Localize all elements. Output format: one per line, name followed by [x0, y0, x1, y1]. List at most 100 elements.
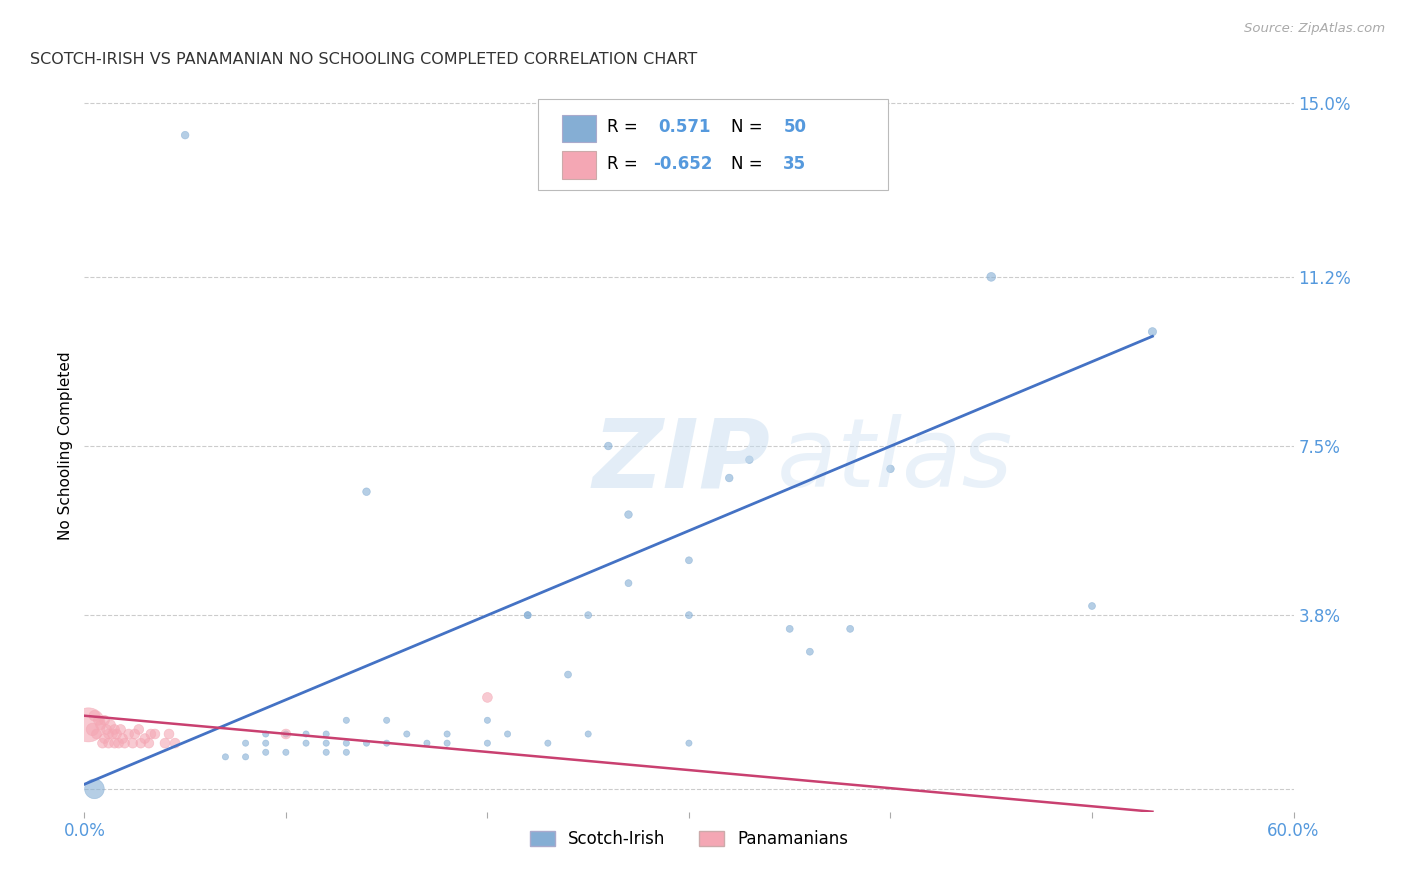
Point — [77, 718, 100, 732]
Point — [335, 714, 357, 728]
Point — [678, 608, 700, 623]
Point — [254, 736, 277, 750]
Point — [86, 727, 108, 741]
Point — [557, 667, 579, 681]
Point — [718, 471, 741, 485]
Point — [82, 723, 104, 737]
FancyBboxPatch shape — [562, 115, 596, 143]
Point — [436, 727, 458, 741]
Point — [96, 723, 118, 737]
Text: 0.571: 0.571 — [659, 119, 711, 136]
FancyBboxPatch shape — [538, 99, 889, 190]
Text: Source: ZipAtlas.com: Source: ZipAtlas.com — [1244, 22, 1385, 36]
Point — [100, 718, 122, 732]
Point — [107, 736, 129, 750]
Point — [110, 723, 132, 737]
Point — [254, 745, 277, 759]
Point — [235, 736, 257, 750]
Point — [104, 723, 127, 737]
Point — [436, 736, 458, 750]
Point — [395, 727, 418, 741]
Point — [779, 622, 801, 636]
Point — [93, 731, 115, 746]
Point — [128, 723, 150, 737]
Point — [516, 608, 538, 623]
Text: SCOTCH-IRISH VS PANAMANIAN NO SCHOOLING COMPLETED CORRELATION CHART: SCOTCH-IRISH VS PANAMANIAN NO SCHOOLING … — [30, 52, 697, 67]
Point — [416, 736, 439, 750]
Point — [97, 736, 120, 750]
Point — [89, 718, 111, 732]
Text: R =: R = — [607, 119, 637, 136]
Point — [274, 727, 297, 741]
Text: ZIP: ZIP — [592, 414, 770, 508]
Text: N =: N = — [731, 155, 763, 173]
Point — [105, 727, 128, 741]
FancyBboxPatch shape — [562, 152, 596, 179]
Point — [87, 714, 110, 728]
Point — [101, 727, 124, 741]
Point — [143, 727, 166, 741]
Point — [356, 484, 378, 499]
Point — [576, 608, 599, 623]
Text: N =: N = — [731, 119, 763, 136]
Point — [799, 645, 821, 659]
Point — [235, 749, 257, 764]
Point — [839, 622, 862, 636]
Point — [83, 708, 105, 723]
Point — [335, 736, 357, 750]
Point — [295, 727, 318, 741]
Point — [91, 736, 114, 750]
Point — [375, 736, 398, 750]
Point — [121, 736, 143, 750]
Point — [356, 736, 378, 750]
Point — [738, 452, 761, 467]
Point — [335, 745, 357, 759]
Point — [678, 736, 700, 750]
Point — [496, 727, 519, 741]
Point — [980, 269, 1002, 284]
Point — [678, 553, 700, 567]
Text: atlas: atlas — [592, 414, 1012, 508]
Point — [157, 727, 180, 741]
Point — [315, 736, 337, 750]
Text: 50: 50 — [783, 119, 806, 136]
Point — [111, 731, 134, 746]
Point — [477, 736, 499, 750]
Text: -0.652: -0.652 — [652, 155, 711, 173]
Point — [214, 749, 236, 764]
Text: 35: 35 — [783, 155, 807, 173]
Point — [134, 731, 156, 746]
Point — [598, 439, 620, 453]
Point — [153, 736, 176, 750]
Legend: Scotch-Irish, Panamanians: Scotch-Irish, Panamanians — [523, 823, 855, 855]
Point — [129, 736, 152, 750]
Point — [254, 727, 277, 741]
Point — [315, 727, 337, 741]
Point — [617, 576, 640, 591]
Point — [114, 736, 136, 750]
Point — [477, 690, 499, 705]
Point — [165, 736, 187, 750]
Point — [1142, 325, 1164, 339]
Text: R =: R = — [607, 155, 637, 173]
Point — [138, 736, 160, 750]
Point — [274, 745, 297, 759]
Point — [139, 727, 162, 741]
Point — [83, 781, 105, 796]
Point — [375, 714, 398, 728]
Point — [124, 727, 146, 741]
Point — [97, 727, 120, 741]
Point — [118, 727, 141, 741]
Point — [537, 736, 560, 750]
Point — [516, 608, 538, 623]
Point — [1081, 599, 1104, 613]
Point — [576, 727, 599, 741]
Point — [617, 508, 640, 522]
Point — [104, 736, 127, 750]
Y-axis label: No Schooling Completed: No Schooling Completed — [58, 351, 73, 541]
Point — [295, 736, 318, 750]
Point — [879, 462, 901, 476]
Point — [93, 714, 115, 728]
Point — [315, 745, 337, 759]
Point — [477, 714, 499, 728]
